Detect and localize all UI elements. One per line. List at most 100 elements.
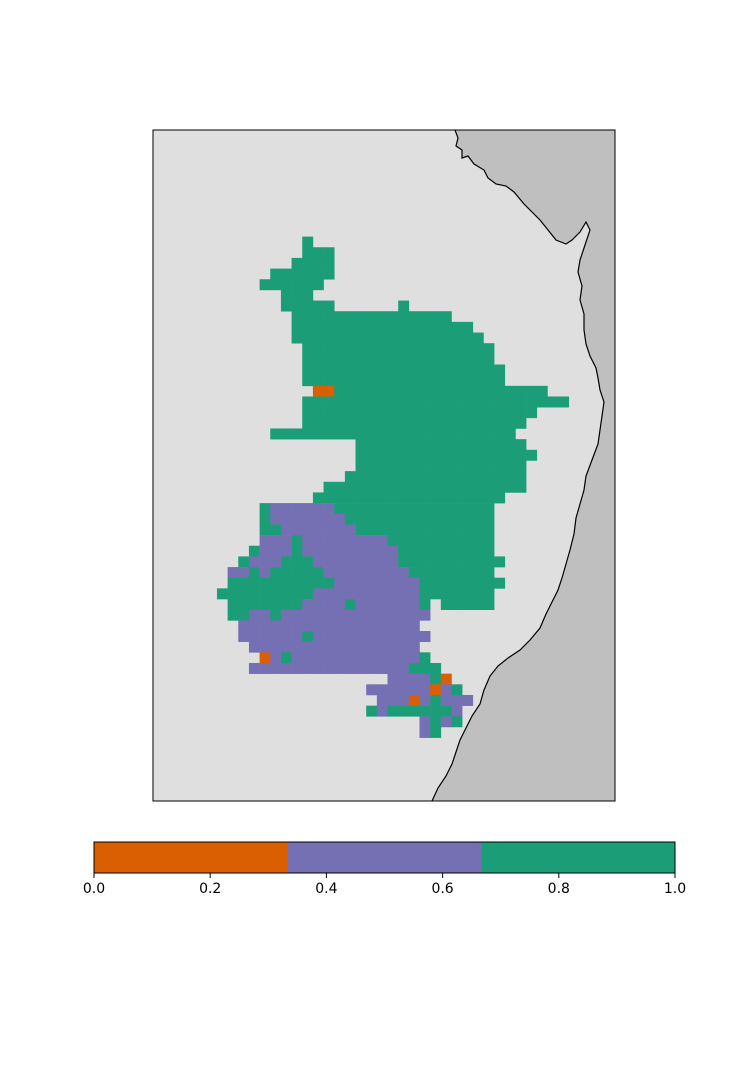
raster-cell-high xyxy=(291,556,303,568)
raster-cell-mid xyxy=(302,524,314,536)
raster-cell-mid xyxy=(312,599,324,610)
raster-cell-high xyxy=(419,332,431,344)
raster-cell-mid xyxy=(291,652,303,664)
raster-layer xyxy=(216,236,570,738)
raster-cell-mid xyxy=(270,545,282,557)
raster-cell-mid xyxy=(366,599,378,610)
raster-cell-high xyxy=(312,396,324,408)
raster-cell-high xyxy=(270,524,282,536)
raster-cell-high xyxy=(387,524,399,536)
raster-cell-high xyxy=(398,439,410,451)
raster-cell-high xyxy=(355,407,367,419)
raster-cell-high xyxy=(280,567,292,579)
raster-cell-mid xyxy=(259,545,271,557)
raster-cell-mid xyxy=(387,567,399,579)
colorbar-frame xyxy=(93,841,676,874)
raster-cell-high xyxy=(398,385,410,397)
raster-cell-high xyxy=(462,481,474,493)
raster-cell-high xyxy=(408,439,420,451)
raster-cell-high xyxy=(387,343,399,355)
raster-cell-high xyxy=(430,535,442,547)
raster-cell-high xyxy=(515,385,527,397)
raster-cell-high xyxy=(387,503,399,515)
raster-cell-high xyxy=(398,460,410,472)
raster-cell-mid xyxy=(248,631,260,642)
raster-cell-mid xyxy=(302,513,314,525)
raster-cell-high xyxy=(366,705,378,717)
raster-cell-high xyxy=(355,332,367,344)
raster-cell-high xyxy=(440,375,452,387)
raster-cell-high xyxy=(430,417,442,429)
raster-cell-high xyxy=(302,343,314,355)
raster-cell-high xyxy=(430,492,442,504)
raster-cell-high xyxy=(291,545,303,557)
raster-cell-mid xyxy=(259,631,271,642)
raster-cell-high xyxy=(462,428,474,440)
raster-cell-high xyxy=(451,449,463,461)
raster-cell-mid xyxy=(398,694,410,706)
raster-cell-high xyxy=(344,353,356,365)
raster-cell-mid xyxy=(323,599,335,610)
raster-cell-mid xyxy=(408,684,420,696)
raster-cell-high xyxy=(430,321,442,333)
raster-cell-mid xyxy=(238,631,250,642)
raster-cell-mid xyxy=(270,620,282,632)
raster-cell-mid xyxy=(355,652,367,664)
raster-cell-mid xyxy=(451,694,463,706)
raster-cell-high xyxy=(408,663,420,674)
raster-cell-high xyxy=(419,481,431,493)
raster-cell-high xyxy=(259,503,271,515)
raster-cell-high xyxy=(419,492,431,504)
raster-cell-high xyxy=(440,492,452,504)
raster-cell-high xyxy=(291,588,303,600)
raster-cell-high xyxy=(440,577,452,589)
raster-cell-high xyxy=(387,396,399,408)
raster-cell-mid xyxy=(302,545,314,557)
raster-cell-high xyxy=(451,545,463,557)
raster-cell-high xyxy=(376,428,388,440)
raster-cell-mid xyxy=(355,609,367,621)
raster-cell-high xyxy=(302,236,314,248)
raster-cell-high xyxy=(280,300,292,312)
coastline xyxy=(431,130,605,801)
raster-cell-high xyxy=(472,417,484,429)
raster-cell-mid xyxy=(334,577,346,589)
raster-cell-high xyxy=(451,492,463,504)
raster-cell-mid xyxy=(280,524,292,536)
raster-cell-high xyxy=(398,449,410,461)
raster-cell-high xyxy=(334,353,346,365)
raster-cell-high xyxy=(376,492,388,504)
raster-cell-mid xyxy=(270,535,282,547)
raster-cell-high xyxy=(302,332,314,344)
raster-cell-mid xyxy=(270,641,282,653)
raster-cell-high xyxy=(387,332,399,344)
raster-cell-mid xyxy=(387,620,399,632)
raster-cell-high xyxy=(483,343,495,355)
raster-cell-high xyxy=(408,332,420,344)
raster-cell-mid xyxy=(344,567,356,579)
raster-cell-high xyxy=(387,407,399,419)
raster-cell-high xyxy=(430,407,442,419)
raster-cell-high xyxy=(302,279,314,291)
raster-cell-high xyxy=(387,375,399,387)
raster-cell-mid xyxy=(419,726,431,738)
raster-cell-mid xyxy=(387,556,399,568)
raster-cell-high xyxy=(259,588,271,600)
raster-cell-mid xyxy=(398,673,410,685)
raster-cell-high xyxy=(323,417,335,429)
raster-cell-mid xyxy=(376,556,388,568)
raster-cell-high xyxy=(291,577,303,589)
raster-cell-mid xyxy=(366,556,378,568)
raster-cell-high xyxy=(387,471,399,483)
raster-cell-high xyxy=(440,588,452,600)
raster-cell-high xyxy=(291,567,303,579)
raster-cell-high xyxy=(376,481,388,493)
raster-cell-mid xyxy=(280,663,292,674)
raster-cell-high xyxy=(451,321,463,333)
raster-cell-high xyxy=(398,300,410,312)
raster-cell-high xyxy=(344,375,356,387)
raster-cell-mid xyxy=(334,663,346,674)
raster-cell-mid xyxy=(440,716,452,728)
raster-cell-high xyxy=(462,535,474,547)
